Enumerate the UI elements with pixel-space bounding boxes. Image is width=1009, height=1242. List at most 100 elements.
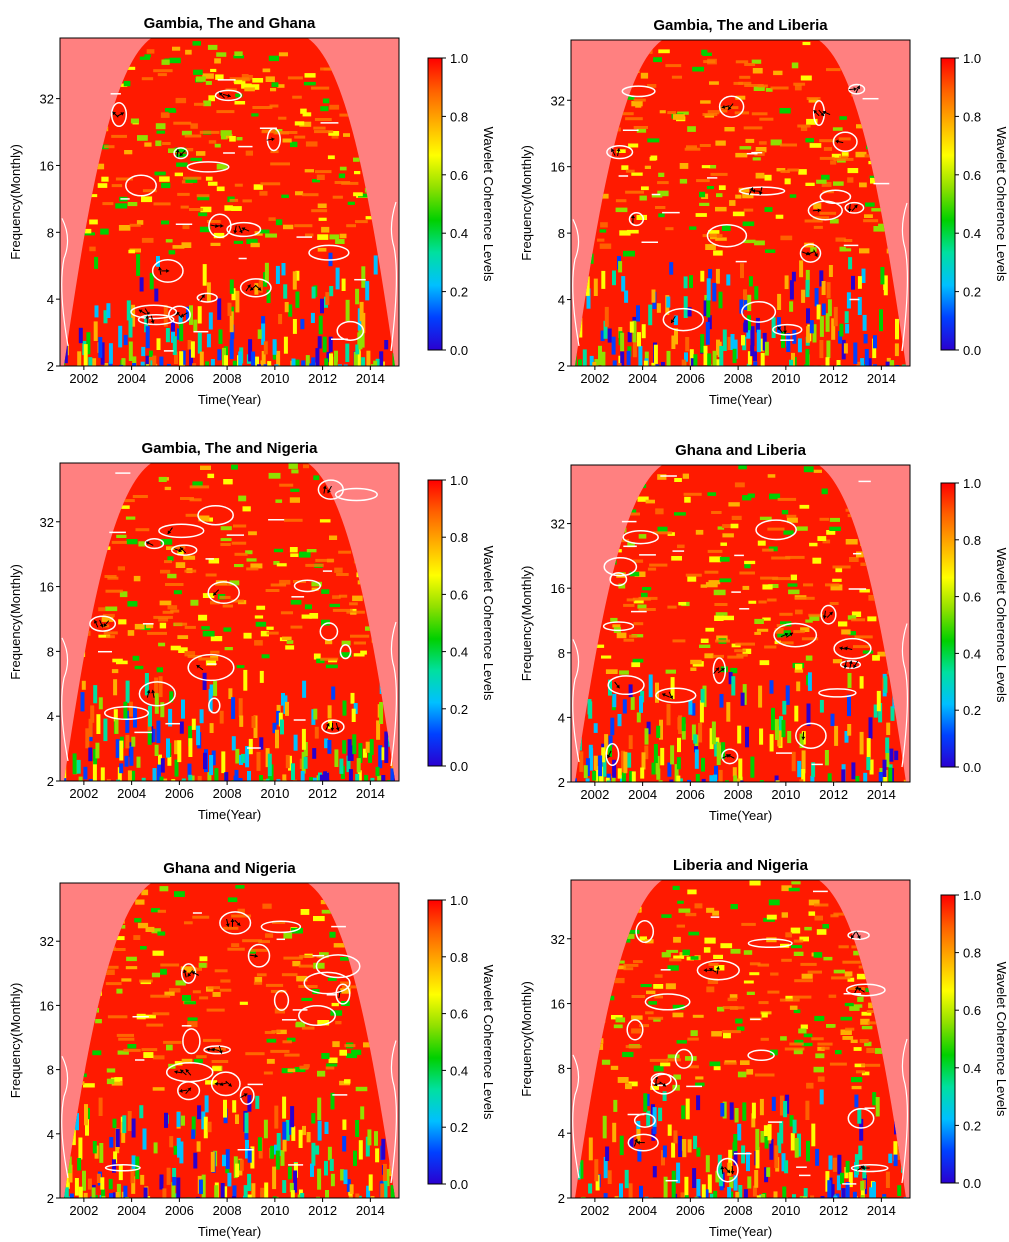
coherence-cell <box>177 328 181 340</box>
coherence-cell <box>172 1175 177 1186</box>
significance-contour <box>226 221 262 238</box>
coherence-cell <box>769 1138 774 1160</box>
coherence-cell <box>234 79 246 85</box>
coherence-cell <box>770 1049 778 1056</box>
significance-contour <box>747 1049 775 1062</box>
coherence-cell <box>621 276 626 292</box>
coherence-cell <box>209 723 214 733</box>
coherence-streak <box>279 131 298 134</box>
coherence-cell <box>695 529 704 535</box>
coherence-cell <box>828 1155 833 1170</box>
coherence-streak <box>735 642 755 646</box>
coherence-cell <box>667 1054 680 1059</box>
phase-arrow <box>218 1045 223 1054</box>
coherence-cell <box>713 250 723 256</box>
coherence-cell <box>718 185 726 190</box>
significance-contour <box>607 675 645 696</box>
coherence-cell <box>644 745 649 760</box>
coherence-cell <box>314 726 319 739</box>
coherence-cell <box>851 762 856 780</box>
coherence-cell <box>345 343 350 362</box>
coherence-cell <box>607 1170 612 1184</box>
coherence-cell <box>181 350 186 365</box>
coherence-cell <box>727 336 732 351</box>
coherence-streak <box>777 641 794 645</box>
coherence-cell <box>92 1141 97 1154</box>
coherence-cell <box>380 1183 385 1198</box>
coherence-streak <box>625 1045 642 1049</box>
phase-arrow <box>99 619 104 628</box>
coherence-cell <box>83 1083 95 1088</box>
coherence-cell <box>89 219 98 225</box>
coherence-cell <box>895 318 899 340</box>
coherence-cell <box>182 223 190 230</box>
coherence-cell <box>128 317 133 338</box>
coherence-streak <box>803 583 814 587</box>
coherence-cell <box>709 775 714 782</box>
coherence-cell <box>811 762 816 777</box>
coherence-cell <box>781 912 788 918</box>
coherence-cell <box>656 303 661 313</box>
phase-arrow <box>116 112 125 117</box>
coherence-cell <box>700 584 708 588</box>
plot-frame <box>59 462 400 782</box>
x-tick-label: 2012 <box>308 786 337 801</box>
coherence-cell <box>651 1128 656 1141</box>
coherence-cell <box>239 1159 244 1171</box>
coherence-cell <box>127 202 138 207</box>
x-tick-label: 2010 <box>771 371 800 386</box>
coherence-cell <box>335 1021 342 1025</box>
coherence-cell <box>866 1047 875 1054</box>
coherence-cell <box>253 184 263 190</box>
coherence-cell <box>320 106 329 112</box>
coherence-cell <box>701 165 711 169</box>
coherence-cell <box>698 722 703 743</box>
coherence-cell <box>141 196 153 203</box>
coherence-streak <box>839 155 849 159</box>
coherence-cell <box>334 567 343 573</box>
colorbar-tick-label: 0.8 <box>963 533 981 548</box>
coherence-streak <box>672 639 686 643</box>
coherence-cell <box>746 991 755 995</box>
coherence-cell <box>287 1068 296 1073</box>
y-tick-label: 16 <box>40 158 54 173</box>
coherence-streak <box>633 98 646 102</box>
coherence-cell <box>285 645 295 650</box>
coherence-cell <box>280 719 284 735</box>
coherence-cell <box>825 313 830 332</box>
coherence-cell <box>281 194 289 198</box>
coherence-cell <box>748 600 757 604</box>
colorbar-tick-label: 0.0 <box>450 343 468 358</box>
coherence-streak <box>355 220 368 224</box>
coherence-cell <box>174 740 179 755</box>
coherence-cell <box>355 344 360 355</box>
coherence-streak <box>707 549 723 553</box>
coherence-cell <box>686 956 694 961</box>
coherence-cell <box>223 479 233 485</box>
coherence-cell <box>290 1106 295 1128</box>
coherence-streak <box>655 206 666 209</box>
x-tick-label: 2006 <box>676 371 705 386</box>
coherence-streak <box>754 1073 775 1077</box>
coherence-streak <box>764 645 777 649</box>
coherence-cell <box>663 1176 668 1198</box>
coherence-cell <box>845 1182 850 1198</box>
coherence-streak <box>266 631 279 635</box>
coherence-cell <box>575 778 577 782</box>
phase-arrow <box>724 1166 731 1174</box>
coherence-cell <box>140 361 145 366</box>
coherence-streak <box>762 548 774 552</box>
coherence-cell <box>92 358 97 366</box>
coherence-streak <box>183 176 202 180</box>
phase-arrow <box>158 266 162 275</box>
coherence-cell <box>172 1168 177 1177</box>
coherence-cell <box>339 233 347 239</box>
coherence-cell <box>661 1150 665 1166</box>
coherence-streak <box>779 998 800 1002</box>
coherence-cell <box>779 1121 784 1144</box>
coherence-streak <box>621 112 634 116</box>
coherence-cell <box>381 747 386 761</box>
coherence-cell <box>812 324 817 343</box>
significance-contour <box>308 244 350 261</box>
coherence-cell <box>814 915 823 921</box>
